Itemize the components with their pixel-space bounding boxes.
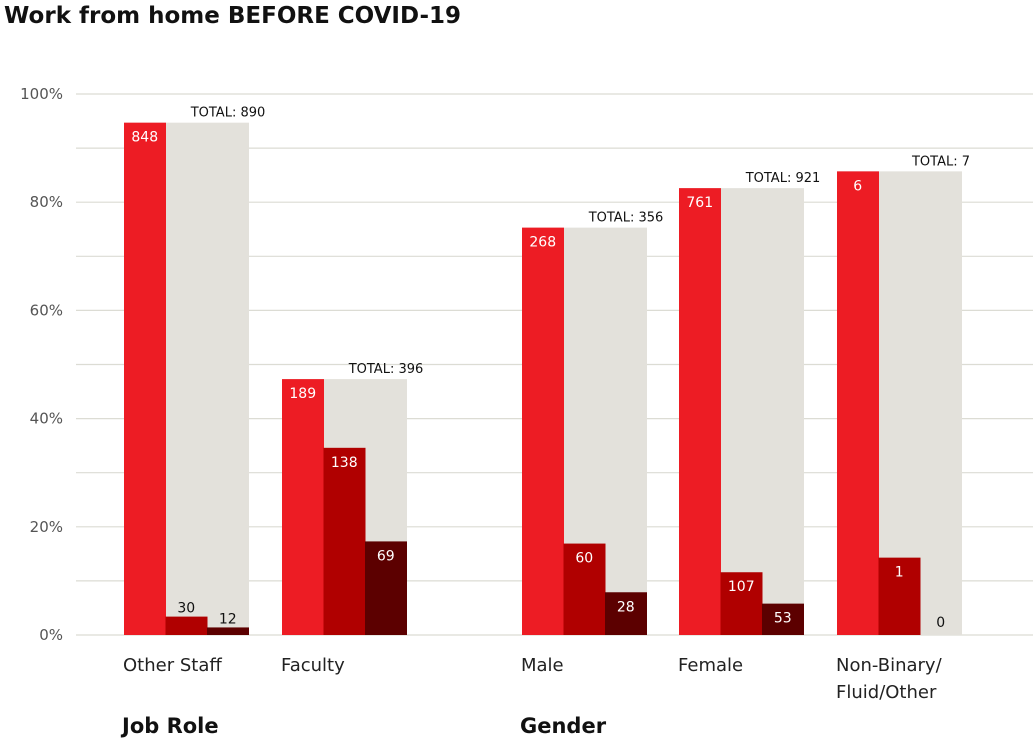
- data-bar: [282, 379, 324, 635]
- total-label: TOTAL: 356: [588, 211, 664, 226]
- category-label: Female: [678, 655, 743, 676]
- total-label: TOTAL: 921: [745, 171, 821, 186]
- data-bar: [323, 447, 366, 635]
- chart-title: Work from home BEFORE COVID-19: [4, 3, 462, 29]
- y-tick-label: 80%: [30, 193, 63, 211]
- y-tick-label: 20%: [30, 518, 63, 536]
- data-label: 761: [686, 195, 713, 211]
- group-label: Job Role: [120, 714, 219, 738]
- data-bar: [365, 541, 407, 635]
- data-label: 848: [131, 130, 158, 146]
- data-bar: [837, 171, 879, 635]
- data-label: 268: [529, 235, 556, 251]
- y-tick-label: 40%: [30, 410, 63, 428]
- data-label: 0: [936, 615, 945, 631]
- data-label: 6: [853, 178, 862, 194]
- category-label: Faculty: [281, 655, 345, 676]
- data-label: 138: [331, 455, 358, 471]
- category-label: Other Staff: [123, 655, 222, 676]
- data-label: 69: [377, 548, 395, 564]
- data-bar: [522, 227, 564, 635]
- data-bar: [207, 627, 249, 635]
- data-label: 53: [774, 611, 792, 627]
- data-bar: [679, 188, 721, 635]
- category-label: Male: [521, 655, 564, 676]
- category-label: Non-Binary/: [836, 655, 943, 676]
- total-label: TOTAL: 396: [348, 362, 424, 377]
- data-label: 1: [895, 565, 904, 581]
- data-label: 28: [617, 599, 635, 615]
- data-bar: [720, 572, 763, 635]
- data-bar: [878, 557, 921, 635]
- data-bar: [165, 616, 208, 635]
- data-bar: [563, 543, 606, 635]
- bar-layer: [124, 122, 962, 636]
- total-label: TOTAL: 7: [911, 154, 970, 169]
- data-bar: [762, 603, 804, 635]
- data-bar: [124, 122, 166, 636]
- group-label: Gender: [520, 714, 607, 738]
- data-label: 12: [219, 611, 237, 627]
- data-label: 189: [289, 386, 316, 402]
- data-label: 60: [575, 551, 593, 567]
- data-bar: [605, 592, 647, 635]
- data-label: 30: [177, 601, 195, 617]
- total-label: TOTAL: 890: [190, 106, 266, 121]
- y-tick-label: 60%: [30, 301, 63, 319]
- category-label: Fluid/Other: [836, 682, 937, 703]
- y-tick-label: 100%: [20, 85, 63, 103]
- label-layer: 0% 20% 40% 60% 80% 100% Job Role TOTAL: 890 848 3…: [20, 85, 970, 738]
- y-tick-label: 0%: [39, 626, 63, 644]
- data-label: 107: [728, 579, 755, 595]
